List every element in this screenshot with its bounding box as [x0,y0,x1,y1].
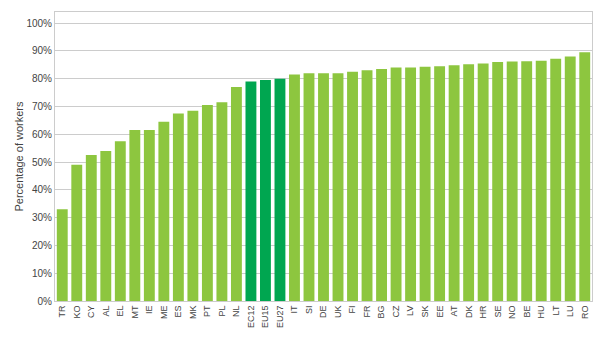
svg-text:50%: 50% [32,157,52,168]
svg-text:FI: FI [347,306,357,314]
svg-text:40%: 40% [32,184,52,195]
svg-text:SI: SI [304,306,314,315]
svg-text:90%: 90% [32,45,52,56]
svg-text:RO: RO [580,306,590,320]
svg-text:LV: LV [406,306,416,316]
svg-text:BG: BG [376,306,386,319]
svg-text:IE: IE [144,306,154,315]
svg-text:IT: IT [289,305,299,314]
svg-text:HU: HU [536,306,546,319]
svg-text:NO: NO [507,306,517,320]
svg-text:PL: PL [217,306,227,317]
svg-text:70%: 70% [32,101,52,112]
svg-text:AL: AL [101,306,111,317]
svg-text:EU15: EU15 [260,306,270,329]
svg-text:30%: 30% [32,212,52,223]
svg-text:PT: PT [202,305,212,317]
svg-text:SK: SK [420,306,430,318]
svg-text:Percentage of workers: Percentage of workers [13,101,25,212]
svg-text:UK: UK [333,306,343,319]
svg-text:BE: BE [522,306,532,318]
svg-text:CZ: CZ [391,305,401,317]
svg-text:EU27: EU27 [275,306,285,329]
svg-text:TR: TR [57,305,67,317]
svg-text:FR: FR [362,305,372,317]
svg-text:0%: 0% [38,296,53,307]
svg-text:SE: SE [493,306,503,318]
svg-text:EL: EL [115,306,125,317]
svg-text:10%: 10% [32,268,52,279]
svg-text:LU: LU [565,306,575,318]
svg-text:MK: MK [188,306,198,320]
svg-text:ES: ES [173,306,183,318]
svg-text:AT: AT [449,305,459,316]
svg-text:CY: CY [86,306,96,319]
svg-text:60%: 60% [32,129,52,140]
svg-text:MT: MT [130,305,140,318]
svg-text:NL: NL [231,306,241,318]
svg-text:DE: DE [318,306,328,319]
svg-text:EE: EE [435,306,445,318]
svg-text:ME: ME [159,306,169,320]
svg-text:LT: LT [551,305,561,315]
svg-text:100%: 100% [26,18,52,29]
svg-text:20%: 20% [32,240,52,251]
svg-text:80%: 80% [32,73,52,84]
svg-text:KO: KO [72,306,82,319]
svg-text:DK: DK [464,306,474,319]
svg-text:EC12: EC12 [246,306,256,329]
svg-text:HR: HR [478,305,488,318]
